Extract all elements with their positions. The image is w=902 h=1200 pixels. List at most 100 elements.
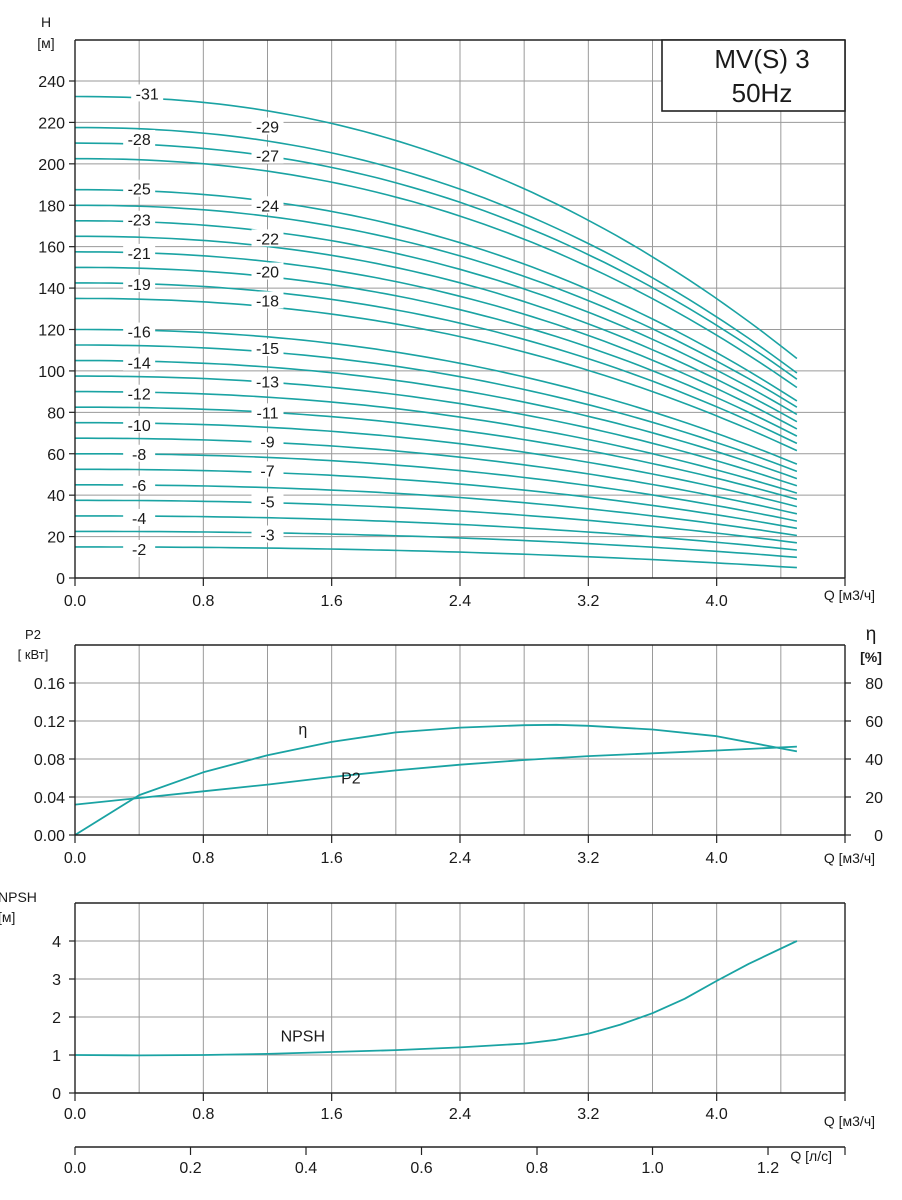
curve-label-bg [251, 196, 284, 214]
y-tick-label: 220 [38, 115, 65, 132]
y2-tick-label: 40 [865, 752, 883, 769]
y-axis-label: P2 [25, 627, 41, 642]
y-tick-label: 4 [52, 934, 61, 951]
curve-label-28: -28 [128, 132, 151, 149]
curve-label-13: -13 [256, 374, 279, 391]
x-tick-label: 1.6 [321, 850, 343, 867]
y-tick-label: 0.04 [34, 790, 65, 807]
head-curve-21 [74, 251, 798, 430]
y-axis-label: NPSH [0, 889, 37, 905]
y-tick-label: 0.12 [34, 714, 65, 731]
curve-label-bg [251, 372, 284, 390]
head-curve-2 [75, 546, 797, 569]
y-tick-label: 80 [47, 405, 65, 422]
head-curve-22 [75, 235, 798, 423]
curve-label-22: -22 [256, 231, 279, 248]
x-tick-label: 4.0 [706, 1106, 728, 1123]
x-tick-label: 0.0 [64, 1106, 86, 1123]
title-box-frame [661, 39, 846, 112]
y2-tick-label: 60 [865, 714, 883, 731]
y-tick-label: 100 [38, 364, 65, 381]
y-tick-label: 0.16 [34, 676, 65, 693]
head-curve-24 [75, 204, 798, 408]
curve-label-bg [251, 492, 284, 510]
curve-label-2: -2 [132, 542, 146, 559]
curve-label-bg [123, 353, 156, 371]
curve-label-bg [123, 129, 156, 147]
head-curve-13 [75, 375, 798, 487]
x-axis-label: Q [м3/ч] [824, 1113, 875, 1129]
curve-label-bg [251, 229, 284, 247]
curve-label-bg [123, 179, 156, 197]
head-curve-29 [75, 126, 798, 374]
title-model: MV(S) 3 [714, 44, 809, 74]
head-curve-23 [75, 220, 798, 416]
x-tick-label: 0.8 [192, 1106, 214, 1123]
efficiency-label: η [298, 721, 307, 738]
head-curve-25 [75, 188, 798, 402]
curve-label-bg [251, 432, 284, 450]
head-curve-5 [75, 499, 797, 544]
ls-tick-label: 0.2 [179, 1160, 201, 1177]
y-axis-unit: [м] [37, 35, 54, 51]
x-tick-label: 2.4 [449, 593, 471, 610]
head-curve-27 [75, 157, 798, 389]
curve-power [74, 745, 797, 806]
npsh-panel: 0 1 2 3 4 0.0 0.8 1.6 2.4 3.2 4.0 NPSH [м] Q [м3/ч] N… [0, 889, 875, 1129]
curve-label-23: -23 [128, 213, 151, 230]
title-box: MV(S) 3 50Hz [661, 39, 846, 112]
x-tick-label: 2.4 [449, 850, 471, 867]
curve-label-7: -7 [260, 463, 274, 480]
y-axis-unit: [ кВт] [18, 647, 49, 662]
y-tick-label: 60 [47, 447, 65, 464]
ls-tick-label: 1.0 [641, 1160, 663, 1177]
ls-tick-label: 0.8 [526, 1160, 548, 1177]
y-tick-label: 160 [38, 240, 65, 257]
head-curve-19 [75, 282, 798, 445]
y-tick-label: 240 [38, 74, 65, 91]
head-curve-6 [75, 484, 798, 537]
head-curve-31 [74, 95, 798, 360]
x-tick-label: 3.2 [577, 850, 599, 867]
head-curve-18 [74, 297, 798, 452]
curve-label-bg [251, 146, 284, 164]
x-tick-label: 1.6 [321, 593, 343, 610]
curve-label-bg [251, 339, 284, 357]
curve-efficiency [74, 723, 798, 836]
curve-label-4: -4 [132, 511, 146, 528]
curve-label-27: -27 [256, 149, 279, 166]
y-tick-label: 0.00 [34, 828, 65, 845]
curve-label-19: -19 [128, 277, 151, 294]
y2-tick-label: 0 [874, 828, 883, 845]
curve-label-25: -25 [128, 182, 151, 199]
curve-label-18: -18 [256, 294, 279, 311]
curve-label-bg [131, 84, 164, 102]
ls-axis-label: Q [л/с] [790, 1148, 832, 1164]
x-tick-label: 3.2 [577, 593, 599, 610]
y2-axis-unit: [%] [860, 649, 882, 665]
curve-label-bg [123, 415, 156, 433]
curve-label-bg [251, 461, 284, 479]
curve-label-bg [251, 117, 284, 135]
y-tick-label: 2 [52, 1010, 61, 1027]
head-curve-14 [75, 359, 798, 480]
x-tick-label: 0.8 [192, 850, 214, 867]
head-curve-8 [75, 453, 798, 522]
x-tick-label: 0.0 [64, 593, 86, 610]
y-tick-label: 140 [38, 281, 65, 298]
curve-label-bg [251, 262, 284, 280]
y-tick-label: 40 [47, 488, 65, 505]
curve-label-20: -20 [256, 265, 279, 282]
curve-label-bg [251, 403, 284, 421]
npsh-curve [74, 940, 798, 1057]
head-curve-20 [75, 266, 798, 437]
x-tick-label: 1.6 [321, 1106, 343, 1123]
curve-label-bg [251, 525, 284, 543]
curve-label-bg [123, 475, 156, 493]
curve-label-bg [251, 291, 284, 309]
y2-axis-label: η [866, 624, 877, 645]
x-tick-label: 3.2 [577, 1106, 599, 1123]
y-tick-label: 0 [52, 1086, 61, 1103]
curve-label-bg [123, 384, 156, 402]
